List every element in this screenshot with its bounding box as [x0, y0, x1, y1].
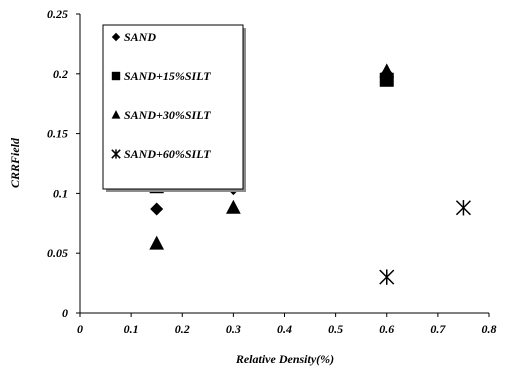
- axes: [76, 13, 490, 317]
- legend-label: SAND+30%SILT: [124, 108, 211, 122]
- point-asterisk: [379, 269, 395, 285]
- legend-label: SAND+60%SILT: [124, 147, 211, 161]
- x-tick-label: 0.2: [175, 322, 190, 336]
- x-tick-label: 0.5: [328, 322, 343, 336]
- y-tick-label: 0.2: [53, 67, 68, 81]
- point-triangle: [379, 63, 395, 78]
- legend-label: SAND+15%SILT: [124, 69, 211, 83]
- x-tick-label: 0: [77, 322, 83, 336]
- point-asterisk: [455, 200, 471, 216]
- x-tick-label: 0.1: [124, 322, 139, 336]
- x-tick-label: 0.8: [482, 322, 497, 336]
- x-tick-label: 0.3: [226, 322, 241, 336]
- legend-marker-asterisk: [111, 149, 121, 159]
- tick-labels: 0 0.1 0.2 0.3 0.4 0.5 0.6 0.7 0.8 0 0.05 0.1 0.15 0.2…: [47, 7, 497, 336]
- legend-label: SAND: [124, 30, 156, 44]
- y-tick-label: 0: [62, 306, 68, 320]
- x-axis-title: Relative Density(%): [235, 352, 334, 366]
- legend-marker-square: [111, 71, 121, 81]
- y-tick-label: 0.1: [53, 186, 68, 200]
- point-triangle: [149, 235, 165, 250]
- legend: SAND SAND+15%SILT SAND+30%SILT SAND+60%SILT: [102, 24, 246, 192]
- x-tick-label: 0.4: [277, 322, 292, 336]
- legend-marker-diamond: [111, 32, 121, 42]
- legend-box: [102, 24, 244, 190]
- point-diamond: [150, 202, 164, 216]
- legend-marker-triangle: [111, 110, 121, 119]
- y-tick-label: 0.05: [47, 246, 68, 260]
- y-tick-label: 0.25: [47, 7, 68, 21]
- x-tick-label: 0.7: [430, 322, 446, 336]
- y-tick-label: 0.15: [47, 127, 68, 141]
- x-tick-label: 0.6: [379, 322, 394, 336]
- point-triangle: [226, 199, 241, 214]
- y-axis-title: CRRField: [8, 137, 22, 188]
